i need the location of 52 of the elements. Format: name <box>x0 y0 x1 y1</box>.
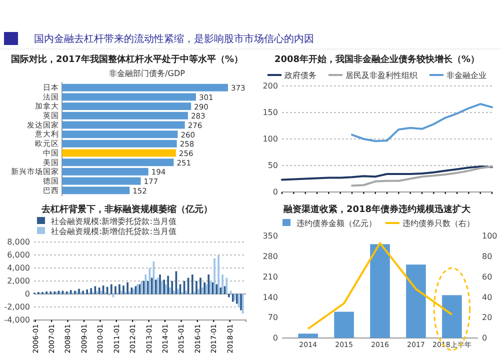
y-tick-label: 350 <box>262 232 278 241</box>
y-tick-label: 8,000 <box>7 238 30 247</box>
y-tick-label: 70 <box>268 313 278 322</box>
y-tick-label: 6,000 <box>7 250 30 260</box>
bar <box>62 168 148 176</box>
legend-label: 社会融资规模:新增委托贷款:当月值 <box>51 217 176 226</box>
legend-label: 非金融企业 <box>446 71 486 80</box>
y2-tick-label: 0 <box>482 334 488 343</box>
bar <box>298 334 318 338</box>
bar <box>334 312 354 338</box>
bar <box>62 140 177 148</box>
y2-tick-label: 40 <box>482 292 492 302</box>
y2-tick-label: 80 <box>482 252 492 261</box>
y-tick-label: 280 <box>262 252 278 261</box>
legend-label: 违约债券只数（右） <box>402 219 474 228</box>
y-tick-label: -4,000 <box>4 316 30 325</box>
chart-title: 国际对比，2017年我国整体杠杆水平处于中等水平（%） <box>10 54 244 65</box>
chart-title: 融资渠道收紧，2018年债券违约规模迅速扩大 <box>283 204 472 215</box>
y-tick-label: 210 <box>262 272 278 282</box>
line-series <box>351 103 493 142</box>
y-tick-label: 0 <box>272 334 278 343</box>
bar <box>406 264 426 338</box>
y-tick-label: 150 <box>262 108 278 118</box>
y-tick-label: 140 <box>262 292 278 302</box>
line-series <box>351 166 493 187</box>
chart-title: 2008年开始，我国非金融企业债务较快增长（%） <box>274 54 480 65</box>
y2-tick-label: 60 <box>482 272 492 282</box>
y2-tick-label: 100 <box>482 232 498 241</box>
line-series <box>307 242 453 330</box>
bar <box>370 244 390 338</box>
y-tick-label: 100 <box>262 134 278 144</box>
bar <box>62 130 178 138</box>
text: 国内金融去杠杆带来的流动性紧缩，是影响股市市场信心的内因 <box>34 33 314 45</box>
y-tick-label: -2,000 <box>4 302 30 312</box>
legend-label: 政府债务 <box>284 71 316 80</box>
y-tick-label: 0 <box>24 290 30 299</box>
legend-label: 违约债券金额（亿元） <box>296 219 376 228</box>
y-tick-label: 0 <box>272 188 278 197</box>
bar <box>62 158 174 166</box>
bar <box>62 149 176 157</box>
y-tick-label: 2,000 <box>7 276 30 286</box>
bar <box>62 102 192 110</box>
y2-tick-label: 20 <box>482 313 492 322</box>
bar <box>442 295 462 338</box>
y-tick-label: 4,000 <box>7 264 30 273</box>
chart-subtitle: 非金融部门债务/GDP <box>109 69 186 78</box>
legend-label: 居民及非盈利性组织 <box>346 71 418 80</box>
legend-label: 社会融资规模:新增信托贷款:当月值 <box>51 227 176 236</box>
chart-title: 去杠杆背景下，非标融资规模萎缩（亿元） <box>40 204 212 215</box>
y-tick-label: 50 <box>268 161 278 170</box>
line-series <box>281 166 493 181</box>
y-tick-label: 200 <box>262 82 278 91</box>
